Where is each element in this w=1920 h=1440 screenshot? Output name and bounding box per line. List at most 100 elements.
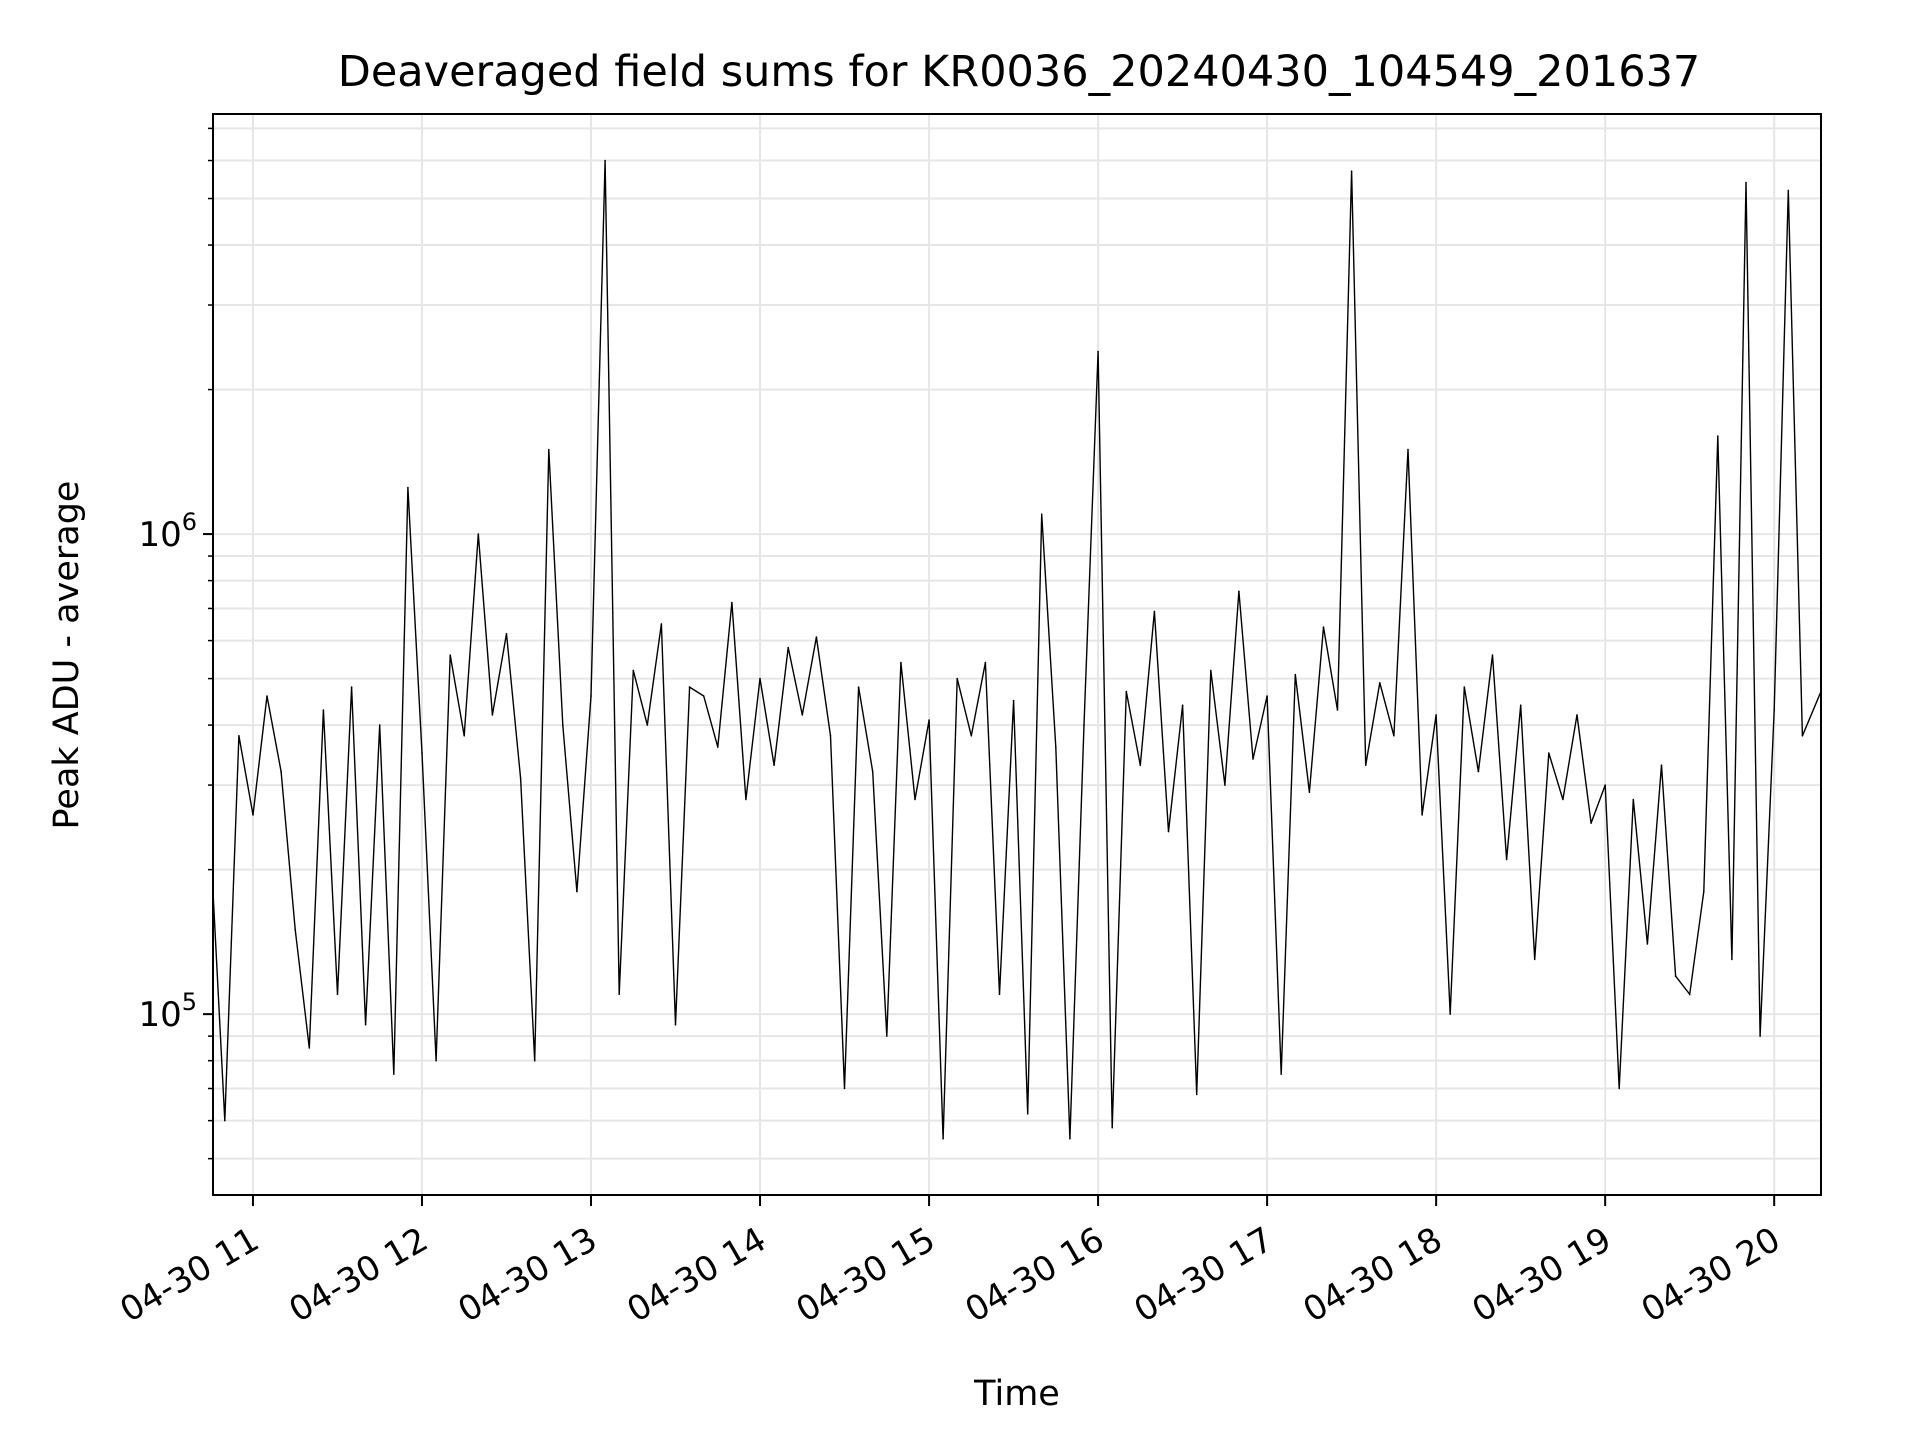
data-point [1097, 350, 1099, 353]
data-point [1379, 682, 1381, 684]
data-point [604, 159, 606, 162]
data-point [1590, 822, 1592, 824]
data-point [308, 1047, 311, 1049]
data-point [1224, 784, 1226, 786]
data-point [1040, 513, 1043, 515]
data-point [1787, 189, 1790, 192]
data-point [1069, 1138, 1071, 1140]
data-point [548, 448, 550, 451]
data-point [717, 746, 719, 748]
data-point [1477, 770, 1480, 773]
data-point [1646, 943, 1649, 945]
data-point [660, 623, 663, 625]
data-point [1167, 830, 1170, 833]
data-point [491, 714, 494, 716]
data-point [1562, 798, 1564, 801]
data-point [238, 735, 240, 737]
data-point [590, 695, 592, 697]
data-point [1055, 746, 1057, 748]
data-point [1717, 435, 1719, 437]
x-axis-label: Time [973, 1374, 1060, 1414]
data-point [1308, 791, 1311, 793]
data-point [984, 661, 987, 664]
data-point [1322, 626, 1325, 628]
data-point [294, 928, 297, 931]
data-point [928, 719, 930, 721]
data-point [801, 714, 804, 716]
data-point [1688, 993, 1691, 996]
data-point [562, 724, 564, 726]
data-point [449, 654, 452, 656]
data-point [745, 798, 747, 801]
data-point [1125, 690, 1128, 693]
data-point [1745, 181, 1747, 184]
data-point [576, 890, 578, 893]
data-point [1491, 654, 1494, 656]
data-point [674, 1024, 677, 1026]
data-point [1660, 764, 1663, 766]
data-point [1012, 699, 1015, 702]
plot-frame [212, 113, 1822, 1196]
y-tick-label: 105 [138, 988, 197, 1035]
data-point [702, 695, 705, 697]
data-point [1252, 758, 1254, 760]
data-point [1210, 669, 1212, 672]
data-point [886, 1035, 888, 1037]
data-point [970, 735, 973, 737]
data-point [1801, 735, 1804, 737]
data-point [1632, 798, 1635, 801]
data-point [463, 735, 466, 737]
y-axis-label: Peak ADU - average [47, 481, 87, 830]
data-point [1435, 714, 1437, 716]
data-point [1505, 858, 1508, 861]
data-point [688, 686, 691, 688]
data-point [857, 686, 860, 688]
data-point [224, 1119, 226, 1122]
data-point [773, 764, 775, 766]
data-point [533, 1059, 536, 1062]
data-point [914, 798, 916, 801]
data-point [1548, 752, 1550, 754]
data-point [1773, 709, 1775, 711]
data-point [435, 1059, 437, 1062]
data-point [1519, 704, 1522, 706]
chart-title: Deaveraged field sums for KR0036_2024043… [338, 47, 1701, 97]
data-point [1604, 784, 1606, 786]
data-point [1463, 686, 1466, 688]
data-point [1195, 1093, 1198, 1096]
data-point [1618, 1087, 1620, 1090]
data-point [900, 661, 902, 664]
data-point [1153, 610, 1156, 613]
data-point [505, 632, 508, 635]
data-point [1449, 1013, 1451, 1015]
data-point [393, 1073, 395, 1075]
data-point [829, 735, 832, 737]
data-point [266, 695, 268, 697]
data-point [407, 486, 409, 489]
data-point [477, 533, 480, 535]
data-point [1674, 975, 1677, 977]
data-point [421, 752, 423, 754]
data-point [378, 724, 381, 726]
data-point [1026, 1113, 1029, 1115]
data-point [1111, 1126, 1113, 1129]
data-point [1421, 814, 1423, 816]
data-point [942, 1138, 944, 1140]
data-point [364, 1024, 367, 1026]
data-point [1576, 714, 1578, 716]
data-point [1238, 590, 1240, 593]
data-point [618, 993, 620, 996]
data-point [998, 993, 1001, 996]
data-point [1364, 764, 1367, 766]
data-point [1266, 695, 1268, 697]
data-point [1280, 1073, 1282, 1075]
data-point [1759, 1035, 1761, 1037]
data-point [759, 677, 761, 680]
data-point [1407, 448, 1409, 451]
data-point [1703, 890, 1705, 893]
data-point [632, 669, 635, 672]
data-point [843, 1087, 846, 1090]
data-point [322, 709, 325, 711]
